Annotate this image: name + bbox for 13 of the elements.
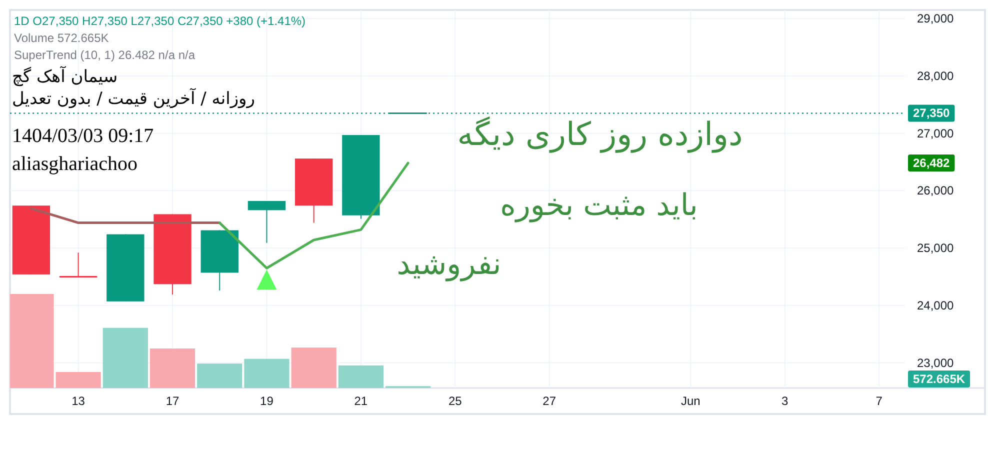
title: سیمان آهک گچ [12,67,118,87]
annotation: SuperTrend (10, 1) 26.482 n/a n/a [14,48,196,62]
annotation: دوازده روز کاری دیگه [457,115,743,153]
annotation: 26,482 [908,154,955,172]
annotation: aliasghariachoo [12,153,138,175]
annotation: Volume 572.665K [14,31,109,45]
subtitle: روزانه / آخرین قیمت / بدون تعدیل [12,89,255,109]
ref-line-label: 27,350 [913,106,950,120]
annotation: 1D O27,350 H27,350 L27,350 C27,350 +380 (+1.41%) [14,14,306,28]
annotation: 572.665K [908,370,970,388]
annotation: نفروشید [396,247,502,282]
annotation: باید مثبت بخوره [500,188,698,223]
annotation: 1404/03/03 09:17 [12,125,154,147]
